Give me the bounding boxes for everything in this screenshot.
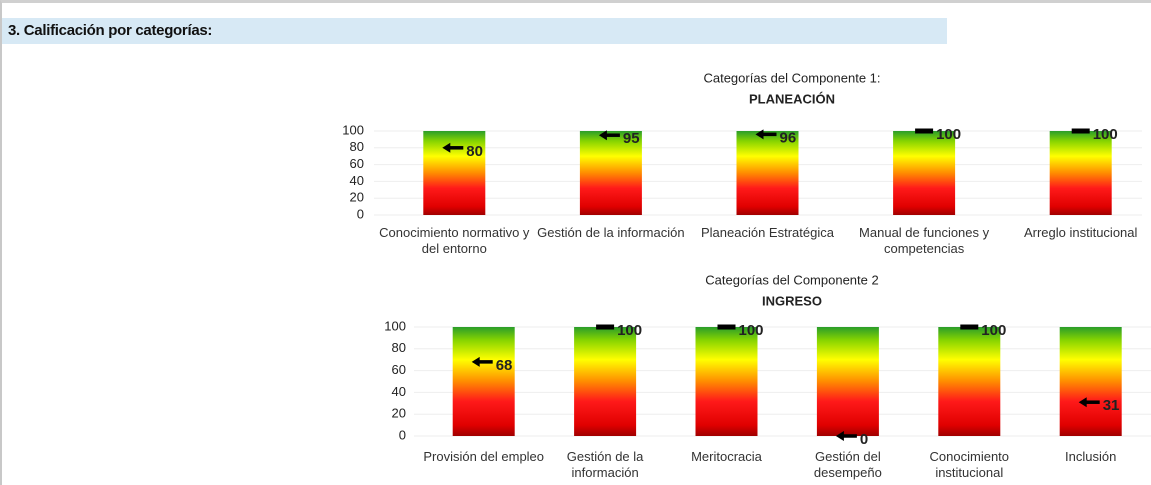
marker-head [471,356,480,367]
value-label: 100 [739,322,764,339]
y-tick-label: 20 [392,406,406,421]
value-label: 95 [623,130,640,147]
chart-title: Categorías del Componente 2 [705,272,878,287]
x-tick-label: Gestión del desempeño [813,449,882,480]
marker-dash [717,324,736,330]
y-tick-label: 40 [350,173,364,188]
value-label: 96 [780,129,797,146]
marker-dash [596,324,615,330]
y-tick-label: 0 [357,206,364,221]
y-tick-label: 20 [350,190,364,205]
section-header: 3. Calificación por categorías: [2,18,947,44]
y-tick-label: 100 [384,318,406,333]
gauge-bar [893,131,956,215]
value-label: 68 [496,357,513,374]
marker-head [1078,397,1087,408]
value-marker [471,356,493,367]
marker-dash [915,128,934,134]
x-tick-label: Planeación Estratégica [700,225,834,240]
gauge-bar [938,327,1001,436]
value-label: 100 [617,322,642,339]
marker-head [755,129,764,140]
marker-dash [1071,128,1090,134]
y-tick-label: 80 [350,139,364,154]
marker-head [598,130,607,141]
y-tick-label: 40 [392,384,406,399]
gauge-bar [579,131,642,215]
gauge-bar [736,131,799,215]
gauge-bar [695,327,758,436]
value-marker [835,431,857,441]
value-label: 100 [936,126,961,143]
x-tick-label: Gestión de la información [537,225,685,240]
gauge-bar [574,327,637,436]
value-marker [960,324,979,330]
x-tick-label: Conocimiento institucional [929,449,1010,480]
gauge-bar [1059,327,1122,436]
chart-title: Categorías del Componente 1: [703,70,880,85]
value-marker [596,324,615,330]
marker-head [442,142,451,153]
value-label: 80 [466,143,483,160]
value-marker [442,142,464,153]
value-marker [1071,128,1090,134]
marker-dash [960,324,979,330]
gauge-bar [423,131,486,215]
y-tick-label: 100 [342,122,364,137]
value-marker [1078,397,1100,408]
gauge-bar [816,327,879,436]
x-tick-label: Conocimiento normativo y del entorno [379,225,530,256]
charts: Categorías del Componente 1:PLANEACIÓN02… [342,70,1151,448]
value-label: 100 [981,322,1006,339]
value-marker [755,129,777,140]
chart-subtitle: PLANEACIÓN [749,91,835,106]
gauge-bar [452,327,515,436]
value-label: 31 [1103,397,1120,414]
marker-head [835,431,844,441]
y-tick-label: 60 [392,362,406,377]
gauge-bar [1049,131,1112,215]
value-marker [915,128,934,134]
chart-subtitle: INGRESO [762,293,822,308]
x-tick-label: Provisión del empleo [423,449,545,464]
value-marker [598,130,620,141]
x-tick-label: Manual de funciones y competencias [859,225,990,256]
x-tick-label: Meritocracia [691,449,762,464]
y-tick-label: 60 [350,156,364,171]
value-label: 100 [1093,126,1118,143]
y-tick-label: 0 [399,427,406,442]
y-tick-label: 80 [392,340,406,355]
x-tick-label: Arreglo institucional [1023,225,1138,240]
value-label: 0 [860,431,868,448]
x-tick-label: Inclusión [1065,449,1117,464]
x-tick-label: Gestión de la información [566,449,644,480]
value-marker [717,324,736,330]
